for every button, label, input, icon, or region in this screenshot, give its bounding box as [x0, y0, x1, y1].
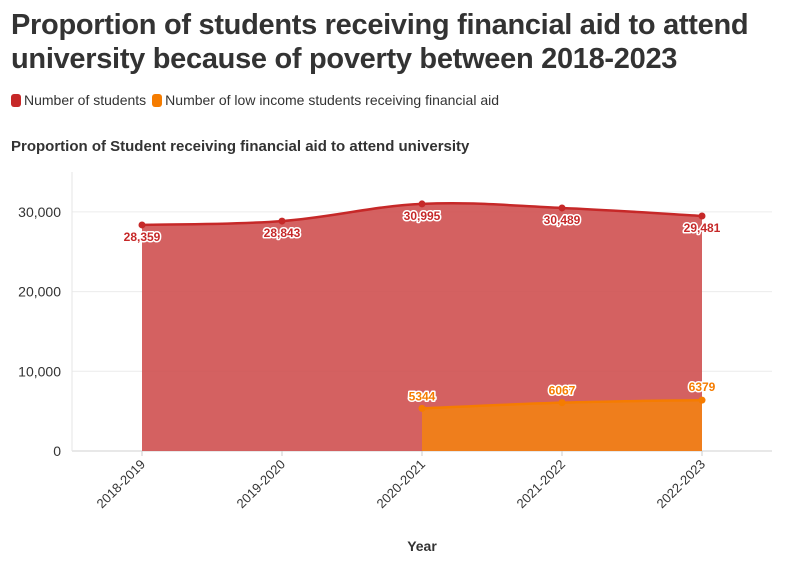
chart-subtitle: Proportion of Student receiving financia…	[11, 138, 470, 155]
data-label: 5344	[409, 389, 436, 403]
data-point	[698, 396, 706, 404]
area-low-income	[422, 400, 702, 451]
legend-label-students: Number of students	[24, 92, 147, 108]
legend-swatch-students	[11, 93, 21, 107]
data-point	[418, 200, 426, 208]
y-tick-label: 10,000	[18, 363, 61, 379]
x-tick-label: 2021-2022	[514, 457, 569, 512]
y-tick-label: 30,000	[18, 204, 61, 220]
x-tick-label: 2019-2020	[234, 457, 289, 512]
x-tick-label: 2020-2021	[374, 457, 429, 512]
data-label: 6379	[689, 380, 716, 394]
data-label: 30,489	[544, 213, 581, 227]
x-axis-title: Year	[407, 538, 437, 554]
data-point	[558, 204, 566, 212]
x-tick-label: 2022-2023	[654, 457, 709, 512]
data-point	[138, 221, 146, 229]
data-label: 6067	[549, 384, 576, 398]
data-point	[558, 399, 566, 407]
data-point	[418, 404, 426, 412]
y-tick-label: 20,000	[18, 284, 61, 300]
chart-title: Proportion of students receiving financi…	[11, 9, 749, 75]
data-label: 28,843	[264, 226, 301, 240]
y-tick-label: 0	[53, 443, 61, 459]
legend: Number of students Number of low income …	[11, 92, 505, 108]
legend-swatch-low-income	[152, 93, 163, 107]
area-students	[142, 203, 702, 451]
x-tick-label: 2018-2019	[94, 457, 149, 512]
legend-item-low-income[interactable]: Number of low income students receiving …	[152, 92, 499, 108]
legend-label-low-income: Number of low income students receiving …	[165, 92, 500, 108]
data-label: 29,481	[684, 221, 721, 235]
legend-item-students[interactable]: Number of students	[11, 92, 146, 108]
data-label: 28,359	[124, 230, 161, 244]
data-point	[698, 212, 706, 220]
data-point	[278, 217, 286, 225]
data-label: 30,995	[404, 209, 441, 223]
